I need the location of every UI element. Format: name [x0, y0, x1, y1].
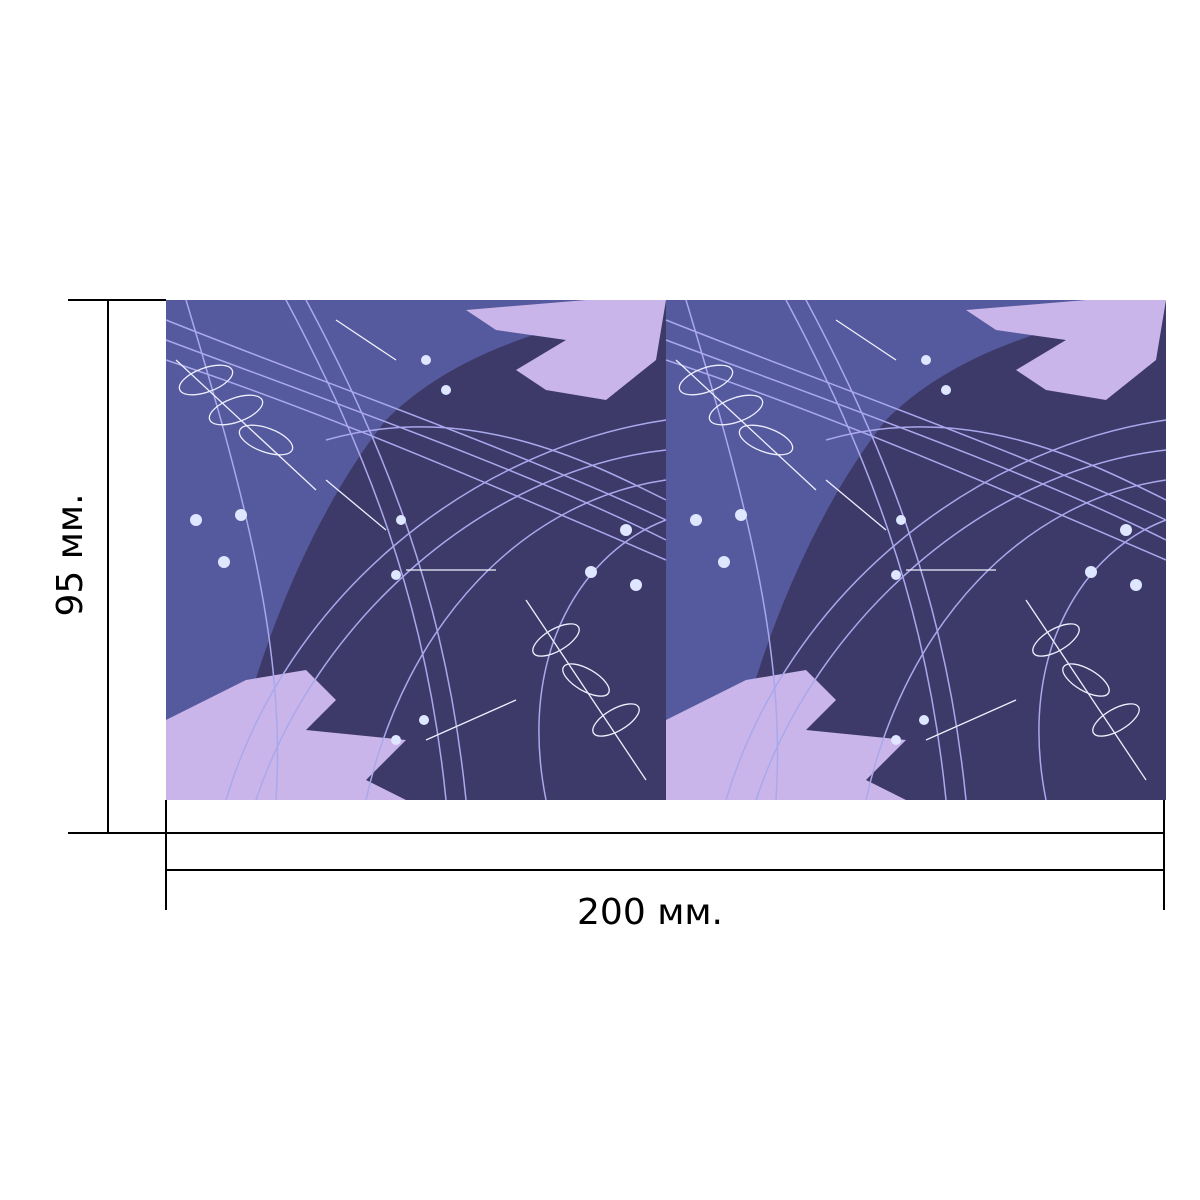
- print-pattern: [165, 299, 1167, 801]
- dimension-lines: [68, 299, 1165, 910]
- width-label: 200 мм.: [577, 892, 723, 933]
- height-label: 95 мм.: [50, 493, 91, 616]
